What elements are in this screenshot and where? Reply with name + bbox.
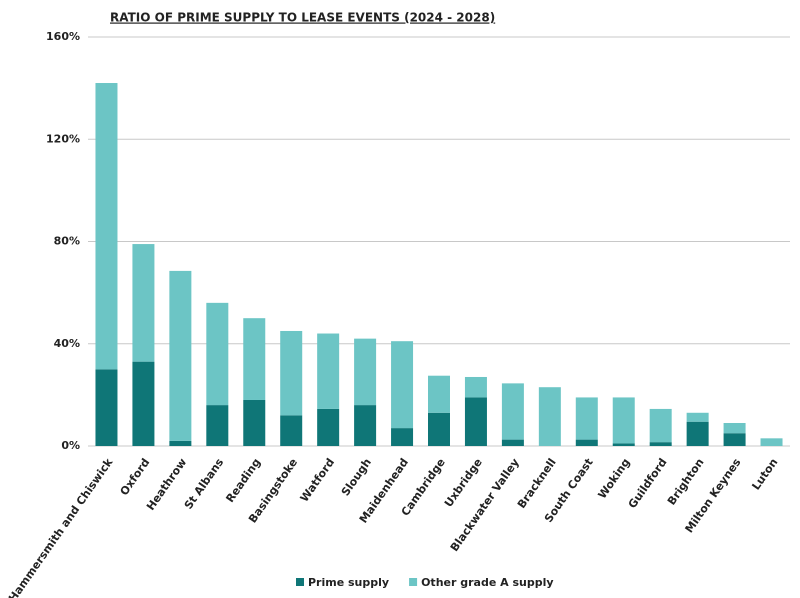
x-tick-label: Woking: [596, 456, 633, 501]
bar-segment: [391, 428, 414, 446]
bar-segment: [428, 375, 450, 413]
bar-segment: [206, 405, 229, 446]
chart-title: RATIO OF PRIME SUPPLY TO LEASE EVENTS (2…: [110, 11, 495, 25]
bar-segment: [132, 244, 155, 362]
bar-segment: [686, 412, 709, 422]
y-tick-label: 40%: [54, 337, 80, 350]
y-tick-label: 120%: [46, 132, 80, 145]
x-tick-label: Hammersmith and Chiswick: [6, 455, 116, 598]
legend-label: Other grade A supply: [421, 576, 553, 589]
x-tick-label: Watford: [298, 456, 337, 504]
bar-segment: [354, 338, 377, 406]
bar-segment: [501, 383, 524, 440]
bar-segment: [428, 412, 450, 446]
x-tick-label: Blackwater Valley: [448, 456, 522, 554]
x-tick-label: Brighton: [665, 456, 707, 508]
legend-swatch: [296, 578, 304, 586]
bar-segment: [760, 438, 783, 446]
bar-segment: [649, 408, 672, 443]
bar-segment: [723, 433, 746, 446]
bar-segment: [206, 302, 229, 406]
bar-segment: [243, 399, 266, 446]
y-tick-label: 160%: [46, 30, 80, 43]
bar-segment: [612, 397, 635, 444]
bar-segment: [95, 83, 118, 370]
bar-segment: [464, 376, 487, 398]
x-tick-label: Luton: [749, 456, 780, 493]
bar-segment: [169, 270, 192, 441]
y-tick-label: 0%: [61, 439, 80, 452]
bar-segment: [686, 421, 709, 446]
x-tick-label: Reading: [223, 456, 263, 505]
bar-segment: [723, 422, 746, 434]
bar-segment: [243, 318, 266, 400]
y-tick-label: 80%: [54, 235, 80, 248]
bar-segment: [464, 397, 487, 446]
bar-segment: [280, 330, 303, 416]
bar-segment: [317, 333, 340, 409]
bar-segment: [391, 341, 414, 429]
x-tick-label: Slough: [339, 456, 374, 499]
bar-segment: [132, 361, 155, 446]
bar-segment: [354, 405, 377, 446]
legend-swatch: [409, 578, 418, 586]
bar-segment: [280, 415, 303, 446]
x-tick-label: Oxford: [118, 456, 153, 498]
bar-segment: [538, 387, 561, 446]
bar-segment: [317, 408, 340, 446]
bar-segment: [649, 442, 672, 446]
x-tick-label: Guildford: [626, 456, 670, 511]
bar-segment: [169, 440, 192, 446]
bar-segment: [575, 397, 598, 440]
bar-segment: [612, 443, 635, 446]
bar-segment: [501, 439, 524, 446]
bar-segment: [575, 439, 598, 446]
bar-segment: [95, 369, 118, 446]
legend-label: Prime supply: [308, 576, 389, 589]
